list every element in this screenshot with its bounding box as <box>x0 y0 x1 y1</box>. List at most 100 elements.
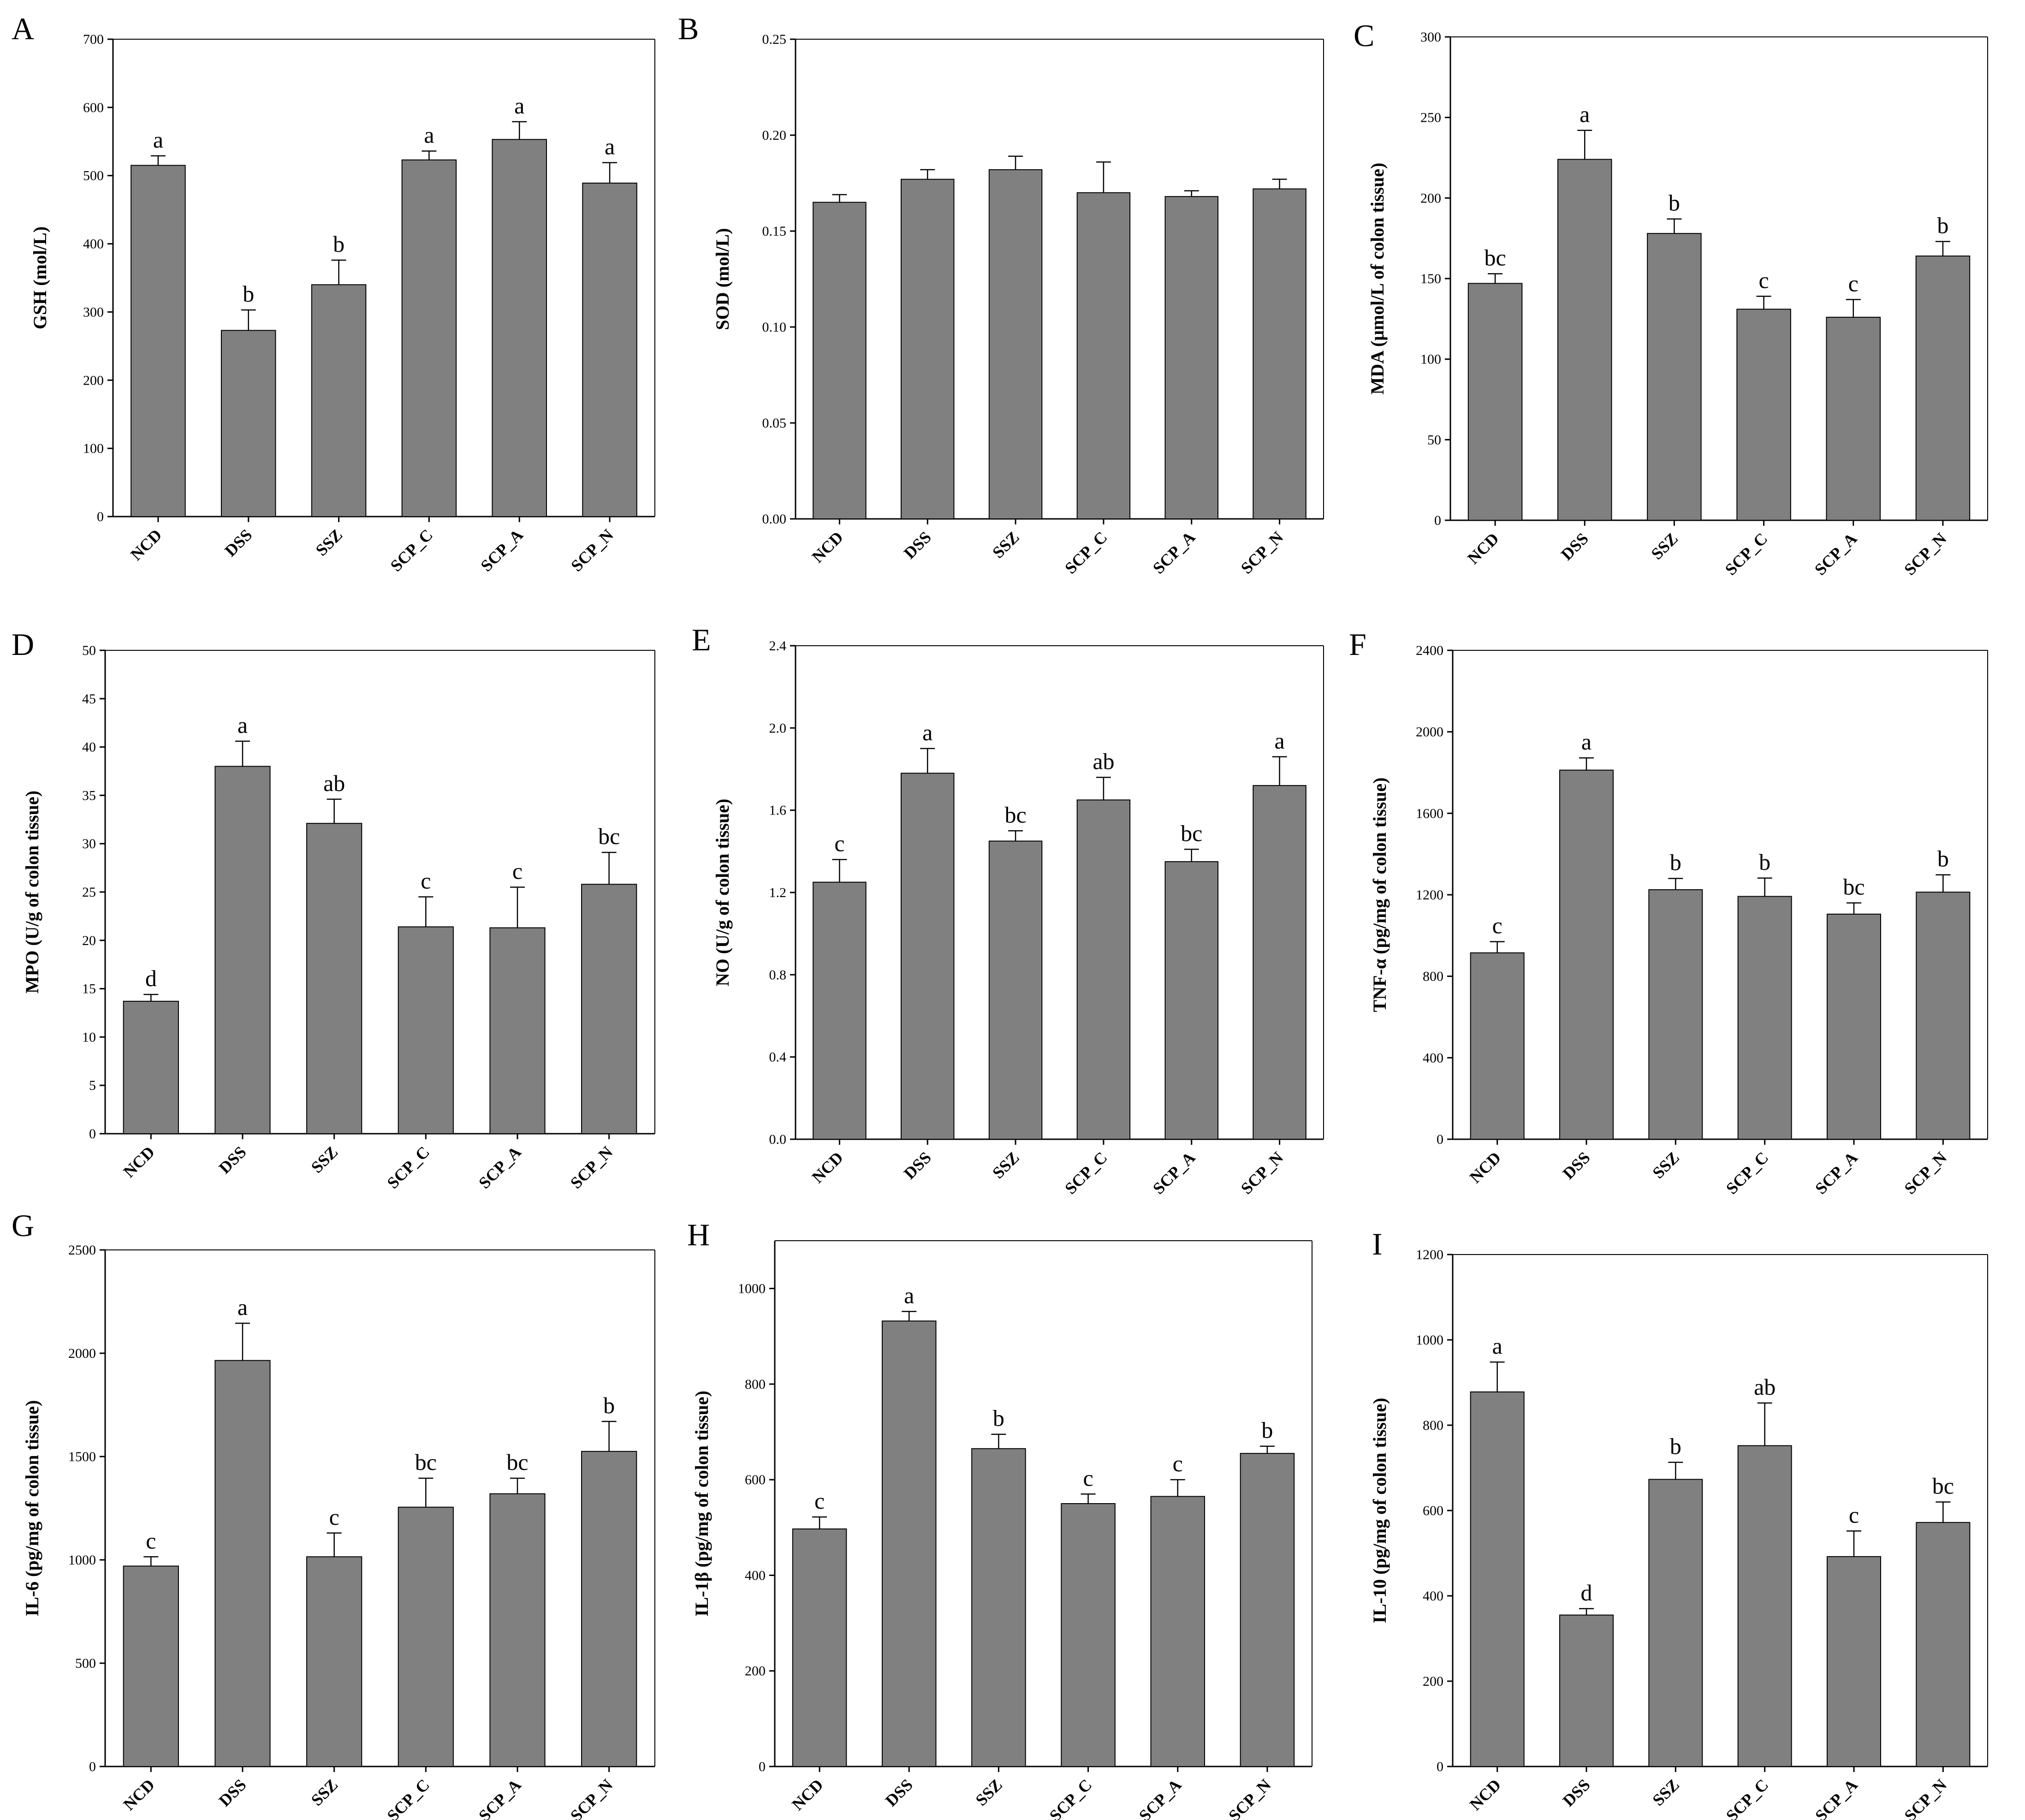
significance-label: b <box>993 1405 1004 1431</box>
bar <box>1559 1614 1614 1767</box>
significance-label: a <box>605 134 615 160</box>
bar <box>1061 1503 1116 1767</box>
significance-label: b <box>1669 190 1680 216</box>
bar <box>306 1556 362 1767</box>
significance-label: a <box>238 712 248 738</box>
y-tick-label: 0.05 <box>762 416 787 431</box>
y-tick-label: 45 <box>82 691 96 707</box>
bar <box>1826 316 1881 521</box>
bar <box>1240 1453 1295 1767</box>
y-tick-label: 2.4 <box>769 638 787 654</box>
significance-label: bc <box>1932 1473 1954 1499</box>
y-tick-label: 0 <box>1434 513 1441 528</box>
bar <box>1736 309 1791 521</box>
bar <box>1150 1496 1205 1767</box>
x-tick-label: SCP_C <box>387 525 436 575</box>
chart-panel-h: H 0 200 400 600 800 1000 IL-1β (pg/mg of colon … <box>687 1217 1312 1820</box>
y-tick-label: 0.20 <box>762 128 787 143</box>
bar <box>1916 892 1971 1140</box>
x-tick-label: SCP_A <box>477 525 526 575</box>
y-tick-label: 200 <box>745 1664 766 1679</box>
x-tick-label: SCP_N <box>567 525 617 575</box>
bar <box>1253 188 1306 520</box>
y-tick-label: 800 <box>745 1377 766 1392</box>
x-tick-label: DSS <box>221 525 255 560</box>
significance-label: bc <box>1181 820 1202 846</box>
panel-label: G <box>12 1208 34 1243</box>
bar <box>1076 799 1131 1140</box>
x-tick-label: SSZ <box>308 1775 342 1809</box>
x-tick-label: SSZ <box>972 1775 1006 1809</box>
y-tick-label: 250 <box>1420 110 1441 125</box>
significance-label: d <box>145 965 157 991</box>
y-tick-label: 400 <box>1423 1588 1443 1604</box>
x-tick-label: DSS <box>215 1142 250 1177</box>
x-tick-label: SSZ <box>1649 1775 1683 1809</box>
x-tick-label: DSS <box>1559 1775 1594 1810</box>
panel-label: H <box>687 1217 710 1252</box>
y-tick-label: 1200 <box>1416 1247 1443 1262</box>
y-tick-label: 0.15 <box>762 224 787 239</box>
bar <box>581 1451 637 1767</box>
y-tick-label: 800 <box>1423 1418 1443 1433</box>
chart-panel-g: G 0 500 1000 1500 2000 2500 IL-6 (pg/mg of colo… <box>12 1208 655 1820</box>
x-tick-label: NCD <box>120 1142 158 1181</box>
y-tick-label: 200 <box>83 373 104 388</box>
y-axis-title: IL-10 (pg/mg of colon tissue) <box>1369 1398 1390 1624</box>
y-tick-label: 1600 <box>1416 806 1443 821</box>
bar <box>398 926 454 1135</box>
y-tick-label: 400 <box>1423 1050 1443 1065</box>
significance-label: c <box>421 868 431 893</box>
y-tick-label: 40 <box>82 740 96 755</box>
y-tick-label: 35 <box>82 788 96 803</box>
bar <box>214 1360 271 1767</box>
y-tick-label: 700 <box>83 32 104 47</box>
bar <box>1557 159 1612 521</box>
bar <box>813 202 867 520</box>
y-tick-label: 10 <box>82 1029 96 1045</box>
y-tick-label: 400 <box>745 1568 766 1583</box>
x-tick-label: SSZ <box>989 528 1023 562</box>
x-tick-label: SCP_C <box>383 1142 433 1192</box>
bar <box>988 169 1043 519</box>
bar <box>1827 913 1881 1140</box>
y-tick-label: 200 <box>1420 190 1441 206</box>
significance-label: a <box>1580 101 1590 127</box>
y-tick-label: 0.10 <box>762 320 787 335</box>
y-tick-label: 200 <box>1423 1674 1443 1689</box>
significance-label: b <box>333 231 344 257</box>
y-tick-label: 1000 <box>738 1281 766 1297</box>
x-tick-label: SCP_N <box>1900 1148 1950 1197</box>
significance-label: a <box>1581 729 1591 755</box>
y-axis-title: NO (U/g of colon tissue) <box>712 799 733 987</box>
chart-panel-e: E 0.0 0.4 0.8 1.2 1.6 2.0 2.4 NO (U/g of colon t… <box>692 622 1324 1198</box>
significance-label: a <box>153 127 163 153</box>
bar <box>581 884 637 1135</box>
x-tick-label: SCP_C <box>1061 528 1110 577</box>
y-tick-label: 0 <box>89 1759 96 1774</box>
significance-label: b <box>1937 213 1948 238</box>
y-tick-label: 2.0 <box>769 720 787 736</box>
bar <box>901 773 955 1140</box>
y-tick-label: 500 <box>75 1656 96 1671</box>
x-tick-label: SCP_A <box>475 1142 524 1192</box>
y-tick-label: 2000 <box>68 1346 96 1361</box>
bar <box>398 1506 454 1767</box>
x-tick-label: SCP_N <box>1900 1775 1950 1820</box>
y-tick-label: 150 <box>1420 271 1441 286</box>
bar <box>306 823 362 1134</box>
panel-label: E <box>692 622 711 657</box>
y-tick-label: 50 <box>82 643 96 658</box>
significance-label: c <box>1173 1451 1183 1476</box>
significance-label: ab <box>1093 748 1114 774</box>
x-tick-label: NCD <box>808 1148 847 1186</box>
significance-label: b <box>1261 1417 1273 1443</box>
bar <box>492 139 547 517</box>
bar <box>1164 861 1218 1140</box>
y-axis-title: GSH (mol/L) <box>30 226 50 329</box>
significance-label: c <box>329 1504 339 1530</box>
y-tick-label: 1.6 <box>769 803 787 818</box>
bar <box>792 1528 847 1767</box>
y-tick-label: 300 <box>1420 30 1441 45</box>
y-tick-label: 0 <box>97 509 104 524</box>
